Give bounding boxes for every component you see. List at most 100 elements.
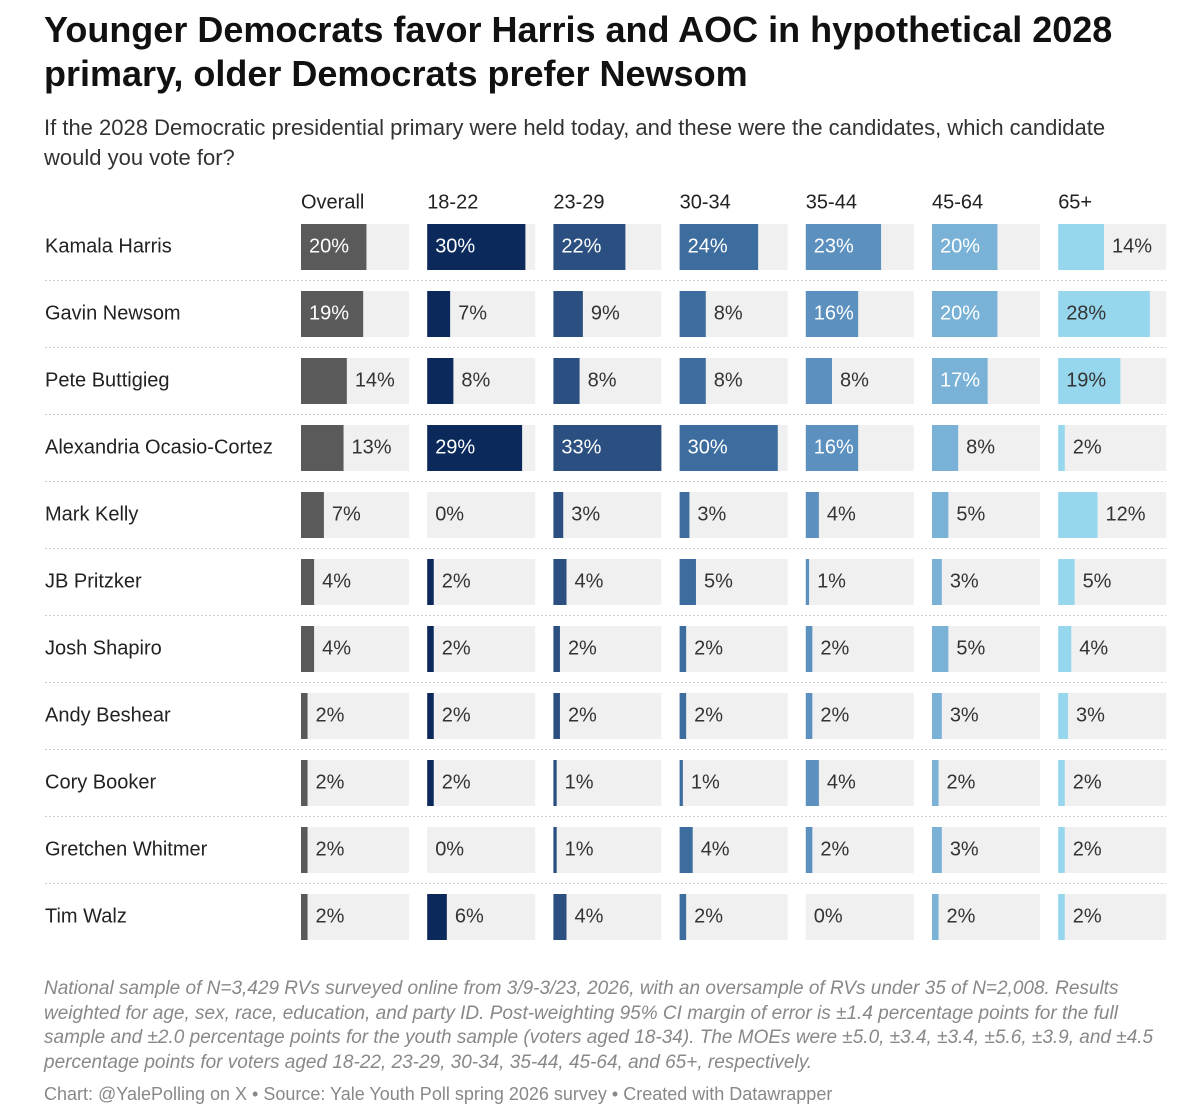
bar bbox=[932, 894, 939, 940]
value-label: 2% bbox=[820, 704, 849, 726]
value-label: 3% bbox=[1076, 704, 1105, 726]
bar-background bbox=[1058, 827, 1167, 873]
row-label: Andy Beshear bbox=[45, 704, 171, 726]
column-header: 18-22 bbox=[427, 191, 478, 213]
bar bbox=[301, 559, 315, 605]
bar-background bbox=[553, 626, 662, 672]
value-label: 20% bbox=[940, 235, 980, 257]
bar bbox=[427, 760, 434, 806]
credit: Chart: @YalePolling on X • Source: Yale … bbox=[44, 1084, 833, 1104]
value-label: 4% bbox=[322, 570, 351, 592]
bar bbox=[427, 291, 451, 337]
bar bbox=[805, 760, 819, 806]
value-label: 0% bbox=[435, 503, 464, 525]
bar bbox=[679, 559, 696, 605]
bar bbox=[932, 693, 942, 739]
bar-background bbox=[427, 693, 536, 739]
bar-background bbox=[553, 559, 662, 605]
bar bbox=[553, 358, 580, 404]
bar bbox=[553, 626, 560, 672]
value-label: 2% bbox=[568, 637, 597, 659]
bar-background bbox=[679, 827, 788, 873]
bar bbox=[553, 760, 557, 806]
bar bbox=[301, 425, 344, 471]
bar-background bbox=[805, 693, 914, 739]
bar bbox=[805, 224, 882, 270]
bar bbox=[1058, 693, 1069, 739]
bar bbox=[679, 626, 687, 672]
value-label: 2% bbox=[442, 637, 471, 659]
bar bbox=[553, 224, 626, 270]
bar-background bbox=[301, 760, 409, 806]
bar-background bbox=[805, 760, 914, 806]
value-label: 5% bbox=[1083, 570, 1112, 592]
chart: Kamala Harris Gavin Newsom Pete Buttigieg A… bbox=[45, 191, 1167, 940]
bar-background bbox=[553, 693, 662, 739]
row-label: Kamala Harris bbox=[45, 235, 172, 257]
value-label: 16% bbox=[814, 302, 854, 324]
value-label: 4% bbox=[827, 771, 856, 793]
bar-background bbox=[932, 492, 1040, 538]
bar-background bbox=[553, 492, 662, 538]
bar bbox=[1058, 224, 1105, 270]
value-label: 2% bbox=[1073, 771, 1102, 793]
bar bbox=[932, 358, 988, 404]
value-label: 20% bbox=[309, 235, 349, 257]
value-label: 2% bbox=[694, 905, 723, 927]
value-label: 4% bbox=[574, 905, 603, 927]
bar-background bbox=[301, 894, 409, 940]
value-label: 2% bbox=[442, 570, 471, 592]
bar bbox=[301, 358, 347, 404]
value-label: 4% bbox=[574, 570, 603, 592]
bar-background bbox=[427, 827, 536, 873]
row-label: Gavin Newsom bbox=[45, 302, 181, 324]
value-label: 12% bbox=[1105, 503, 1145, 525]
bar bbox=[301, 291, 364, 337]
bar-background bbox=[553, 760, 662, 806]
value-label: 2% bbox=[947, 905, 976, 927]
bar bbox=[805, 492, 819, 538]
value-label: 30% bbox=[688, 436, 728, 458]
bar-background bbox=[679, 559, 788, 605]
column-header: 30-34 bbox=[680, 191, 731, 213]
bar bbox=[427, 559, 434, 605]
value-label: 5% bbox=[956, 637, 985, 659]
bar bbox=[805, 626, 813, 672]
bar bbox=[427, 224, 526, 270]
bar bbox=[932, 760, 939, 806]
bar-background bbox=[1058, 693, 1167, 739]
bar-background bbox=[427, 626, 536, 672]
bar bbox=[553, 693, 560, 739]
column-header: Overall bbox=[301, 191, 364, 213]
value-label: 8% bbox=[966, 436, 995, 458]
bar-background bbox=[427, 492, 536, 538]
bar bbox=[427, 693, 434, 739]
bar bbox=[301, 224, 367, 270]
value-label: 0% bbox=[814, 905, 843, 927]
bar bbox=[932, 559, 942, 605]
bar-background bbox=[1058, 559, 1167, 605]
bar-background bbox=[679, 760, 788, 806]
value-label: 8% bbox=[714, 302, 743, 324]
value-label: 13% bbox=[352, 436, 392, 458]
bar-background bbox=[553, 827, 662, 873]
value-label: 2% bbox=[947, 771, 976, 793]
bar-background bbox=[679, 693, 788, 739]
value-label: 3% bbox=[950, 838, 979, 860]
value-label: 2% bbox=[820, 838, 849, 860]
bar bbox=[301, 626, 315, 672]
value-label: 17% bbox=[940, 369, 980, 391]
bar-background bbox=[932, 559, 1040, 605]
value-label: 20% bbox=[940, 302, 980, 324]
bar bbox=[932, 425, 959, 471]
value-label: 2% bbox=[568, 704, 597, 726]
bar bbox=[679, 291, 706, 337]
bar bbox=[301, 693, 308, 739]
column-header: 35-44 bbox=[806, 191, 857, 213]
value-label: 14% bbox=[1112, 235, 1152, 257]
bar bbox=[1058, 559, 1075, 605]
bar bbox=[301, 760, 308, 806]
chart-subtitle: If the 2028 Democratic presidential prim… bbox=[44, 115, 1106, 170]
bar bbox=[679, 760, 683, 806]
value-label: 19% bbox=[1066, 369, 1106, 391]
